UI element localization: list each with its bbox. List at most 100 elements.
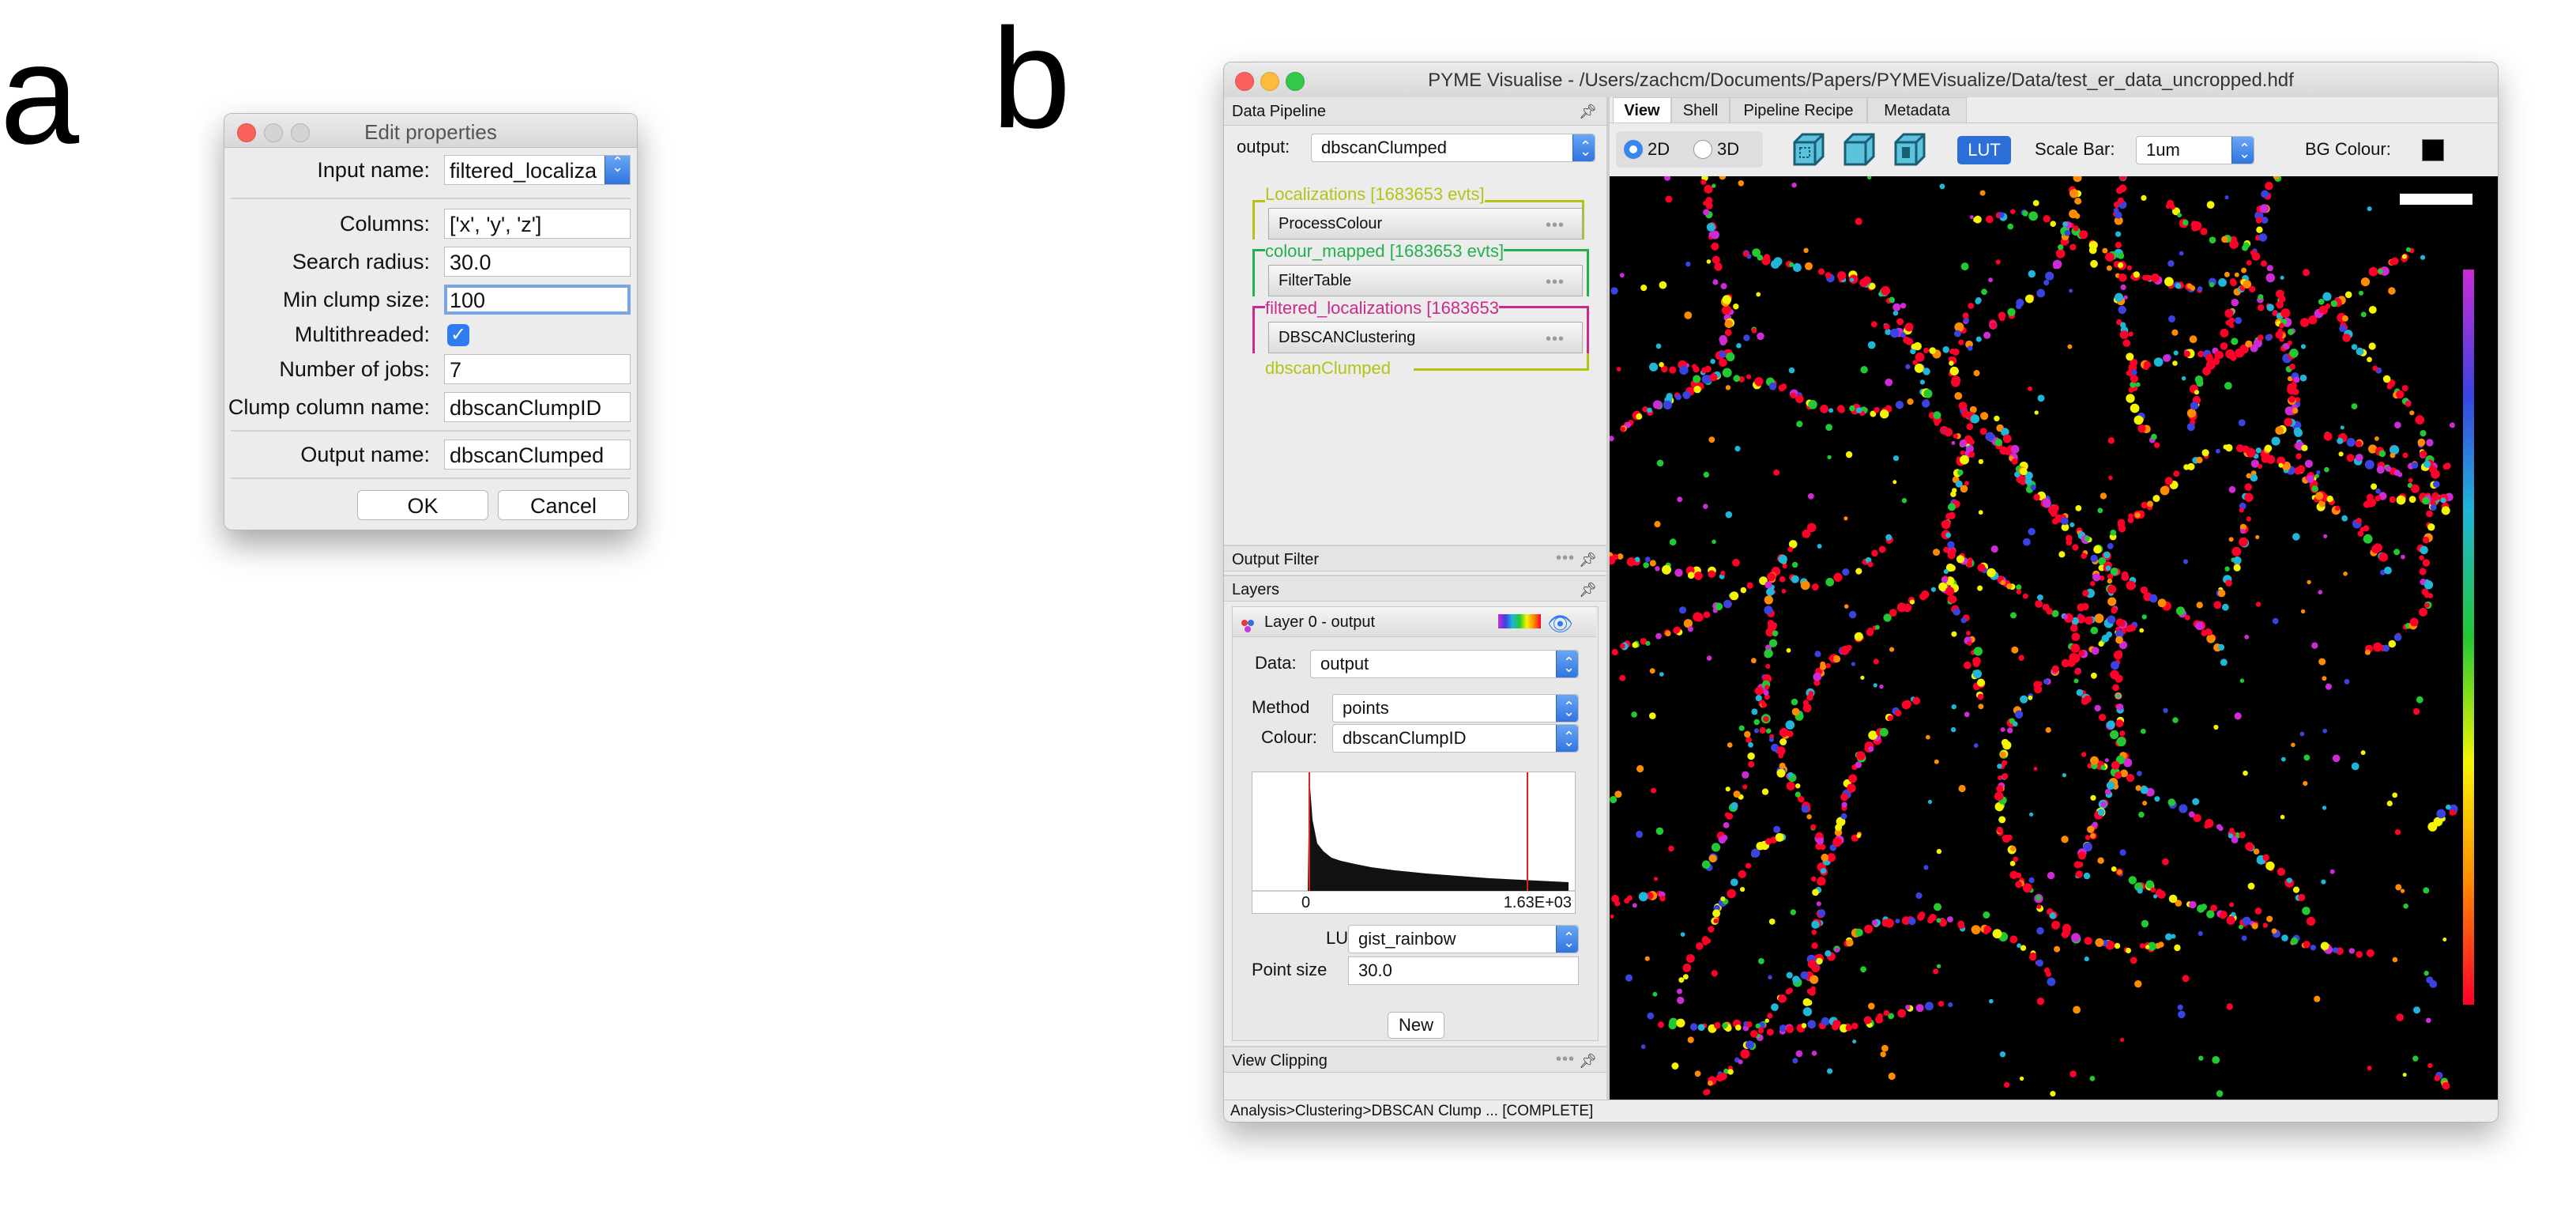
pin-icon[interactable]: 📌︎ [1579,1053,1597,1069]
minimize-icon[interactable] [1260,72,1279,91]
layers-header: Layers 📌︎ [1224,575,1606,602]
search-radius-row: Search radius: 30.0 [224,245,637,280]
chevron-updown-icon[interactable] [1556,926,1578,953]
output-name-field[interactable]: dbscanClumped [444,440,631,470]
radio-2d[interactable] [1624,140,1643,159]
scale-bar [2400,194,2472,205]
eye-icon[interactable]: 👁︎ [1547,612,1574,636]
pipeline-data-filtered-localizations[interactable]: filtered_localizations [1683653 [1265,298,1499,319]
chevron-updown-icon[interactable] [604,156,630,184]
cancel-button[interactable]: Cancel [498,490,629,520]
pipeline-data-localizations[interactable]: Localizations [1683653 evts] [1265,184,1485,205]
separator [231,477,631,479]
clump-column-name-label: Clump column name: [228,395,430,419]
tab-view[interactable]: View [1613,97,1671,123]
method-label: Method [1252,697,1310,717]
view-clipping-header[interactable]: View Clipping ••• 📌︎ [1224,1046,1606,1073]
output-name-label: Output name: [300,443,430,466]
lut-select[interactable]: gist_rainbow [1348,925,1579,953]
input-name-combo[interactable]: filtered_localiza [444,155,631,185]
cube-front-icon[interactable] [1837,128,1880,171]
search-radius-field[interactable]: 30.0 [444,247,631,277]
pipeline-module-filtertable[interactable]: FilterTable ••• [1268,265,1583,296]
chevron-updown-icon[interactable] [1572,134,1595,161]
multithreaded-label: Multithreaded: [294,323,430,346]
cube-view-icon[interactable] [1787,128,1829,171]
module-label: FilterTable [1279,272,1352,289]
more-icon[interactable]: ••• [1555,549,1575,567]
columns-row: Columns: ['x', 'y', 'z'] [224,207,637,242]
ok-button[interactable]: OK [357,490,488,520]
more-icon[interactable]: ••• [1555,1051,1575,1068]
dialog-titlebar: Edit properties [224,114,637,148]
colour-select-value: dbscanClumpID [1343,728,1467,748]
view-toolbar: 2D 3D LUT Scale Bar: 1um [1610,123,2498,177]
chevron-updown-icon[interactable] [1556,651,1578,677]
point-size-field[interactable]: 30.0 [1348,956,1579,985]
close-icon[interactable] [237,123,256,142]
tab-shell[interactable]: Shell [1671,97,1730,123]
colour-label: Colour: [1261,727,1317,747]
more-icon[interactable]: ••• [1545,330,1565,348]
layer-panel: Layer 0 - output 👁︎ Data: output Method … [1232,606,1599,1041]
layers-title: Layers [1232,581,1280,598]
pin-icon[interactable]: 📌︎ [1579,582,1597,598]
lut-button[interactable]: LUT [1957,136,2011,164]
new-layer-button[interactable]: New [1388,1012,1444,1039]
more-icon[interactable]: ••• [1545,217,1565,234]
colour-select[interactable]: dbscanClumpID [1332,724,1579,753]
number-of-jobs-row: Number of jobs: 7 [224,353,637,387]
radio-3d[interactable] [1693,140,1712,159]
separator [231,430,631,432]
zoom-icon[interactable] [1286,72,1305,91]
pipeline-module-dbscanclustering[interactable]: DBSCANClustering ••• [1268,322,1583,353]
tab-metadata[interactable]: Metadata [1867,97,1967,123]
mode-toggle: 2D 3D [1616,131,1763,168]
output-select[interactable]: dbscanClumped [1311,134,1595,162]
histogram[interactable]: 0 1.63E+03 [1252,772,1576,914]
localization-render [1610,176,2474,1097]
bg-colour-swatch[interactable] [2422,139,2444,161]
more-icon[interactable]: ••• [1545,274,1565,291]
multithreaded-checkbox[interactable]: ✓ [447,324,469,346]
chevron-updown-icon[interactable] [2231,137,2254,164]
hist-min-label: 0 [1301,894,1311,911]
min-clump-size-field[interactable]: 100 [444,285,631,315]
min-clump-size-label: Min clump size: [282,288,430,311]
render-canvas[interactable] [1610,176,2498,1100]
close-icon[interactable] [1235,72,1254,91]
dialog-title: Edit properties [364,120,497,144]
point-size-label: Point size [1252,960,1328,979]
scale-bar-value: 1um [2146,140,2180,160]
data-label: Data: [1255,653,1297,673]
method-select-value: points [1343,698,1389,718]
data-select[interactable]: output [1310,650,1579,678]
zoom-icon [291,123,310,142]
layer-header[interactable]: Layer 0 - output 👁︎ [1233,607,1596,637]
output-filter-header[interactable]: Output Filter ••• 📌︎ [1224,545,1606,572]
pin-icon[interactable]: 📌︎ [1579,104,1597,119]
method-select[interactable]: points [1332,694,1579,723]
module-label: DBSCANClustering [1279,329,1416,346]
pin-icon[interactable]: 📌︎ [1579,552,1597,568]
pipeline-wire [1414,353,1589,371]
pipeline-module-processcolour[interactable]: ProcessColour ••• [1268,208,1583,240]
tab-pipeline-recipe[interactable]: Pipeline Recipe [1730,97,1867,123]
columns-field[interactable]: ['x', 'y', 'z'] [444,209,631,239]
chevron-updown-icon[interactable] [1556,695,1578,722]
pipeline-data-colour-mapped[interactable]: colour_mapped [1683653 evts] [1265,241,1505,262]
clump-column-name-field[interactable]: dbscanClumpID [444,392,631,422]
cube-top-icon[interactable] [1888,128,1930,171]
chevron-updown-icon[interactable] [1556,725,1578,752]
data-pipeline-title: Data Pipeline [1232,103,1326,120]
colour-lut-bar [2463,270,2474,1005]
scale-bar-select[interactable]: 1um [2136,136,2254,164]
view-clipping-title: View Clipping [1232,1052,1328,1070]
pipeline-data-dbscanclumped[interactable]: dbscanClumped [1265,358,1391,378]
window-titlebar: PYME Visualise - /Users/zachcm/Documents… [1224,62,2498,98]
number-of-jobs-field[interactable]: 7 [444,354,631,384]
multithreaded-row: Multithreaded: ✓ [224,318,637,353]
left-sidebar: Data Pipeline 📌︎ output: dbscanClumped L… [1224,97,1610,1100]
input-name-value: filtered_localiza [450,159,597,183]
search-radius-label: Search radius: [292,250,430,274]
